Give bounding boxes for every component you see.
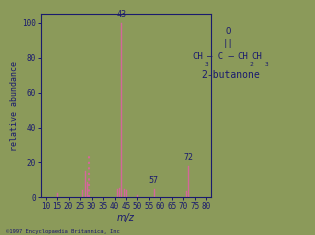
Text: ||: || — [223, 39, 234, 48]
Text: 43: 43 — [117, 10, 126, 19]
Text: CH: CH — [237, 52, 248, 61]
Text: 2-butanone: 2-butanone — [202, 70, 261, 80]
Text: — C —: — C — — [207, 52, 234, 61]
Text: O: O — [226, 27, 231, 36]
Text: 2: 2 — [250, 62, 254, 67]
Text: 3: 3 — [205, 62, 209, 67]
Text: ©1997 Encyclopaedia Britannica, Inc: ©1997 Encyclopaedia Britannica, Inc — [6, 229, 120, 234]
Text: 57: 57 — [149, 176, 158, 185]
Text: 72: 72 — [183, 153, 193, 162]
X-axis label: m/z: m/z — [117, 213, 135, 223]
Y-axis label: relative abundance: relative abundance — [10, 61, 20, 151]
Text: CH: CH — [192, 52, 203, 61]
Text: 3: 3 — [264, 62, 268, 67]
Text: CH: CH — [251, 52, 262, 61]
